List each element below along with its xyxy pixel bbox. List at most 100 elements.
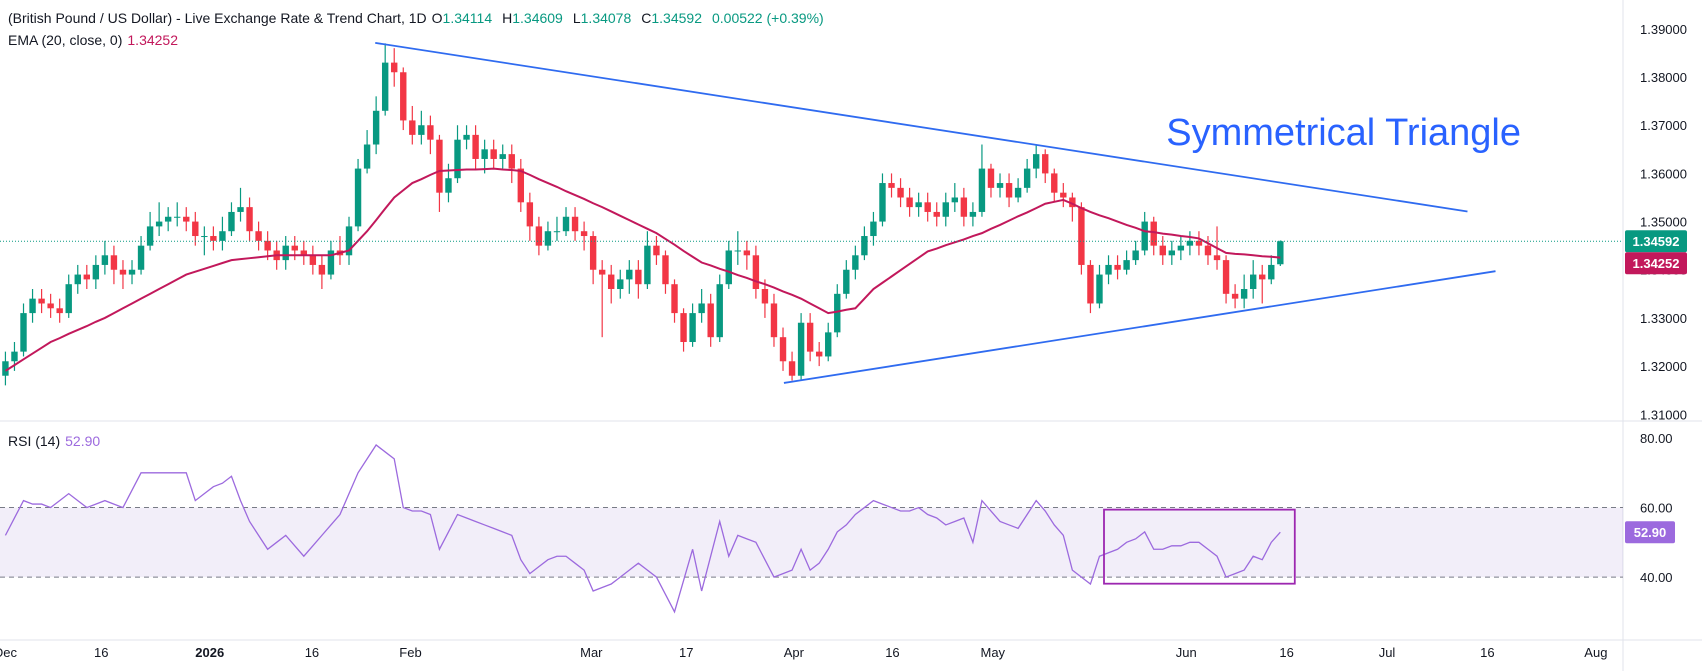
candle-body — [1087, 264, 1094, 304]
annotation: Symmetrical Triangle — [1166, 112, 1521, 154]
ema-value: 1.34252 — [127, 32, 178, 48]
candle-body — [1051, 173, 1058, 193]
price-legend: (British Pound / US Dollar) - Live Excha… — [8, 10, 829, 26]
candle-body — [562, 216, 570, 232]
candle-body — [608, 274, 615, 290]
candle-body — [716, 284, 723, 338]
y-tick-label: 1.31000 — [1640, 407, 1687, 422]
candle-body — [2, 361, 9, 376]
candle-body — [164, 216, 172, 222]
x-tick-label: Jun — [1176, 645, 1197, 660]
candle-body — [146, 226, 154, 246]
candle-body — [29, 298, 36, 314]
candle-body — [1096, 274, 1103, 304]
ohlc-value: 1.34592 — [651, 10, 702, 26]
candle-body — [897, 187, 904, 198]
candle-body — [1231, 293, 1239, 299]
candle-body — [879, 183, 886, 222]
candle-body — [960, 197, 968, 217]
candle-body — [1177, 245, 1185, 251]
x-tick-label: Apr — [784, 645, 805, 660]
candle-body — [499, 154, 506, 159]
ema-name: EMA (20, close, 0) — [8, 32, 123, 48]
candle-body — [391, 62, 398, 73]
x-tick-label: 16 — [885, 645, 899, 660]
rsi-name: RSI (14) — [8, 433, 61, 449]
candle-body — [137, 245, 145, 270]
candle-body — [951, 197, 959, 203]
y-tick-label: 60.00 — [1640, 501, 1673, 516]
x-tick-label: 2026 — [195, 645, 224, 660]
candle-body — [553, 231, 561, 233]
price-tag-label: 1.34592 — [1633, 234, 1680, 249]
candle-body — [445, 178, 452, 193]
candle-body — [1032, 154, 1040, 169]
trendline — [375, 41, 1468, 213]
candle-body — [309, 255, 317, 265]
ohlc-key: H — [502, 10, 513, 26]
candle-body — [635, 269, 642, 285]
candle-body — [210, 236, 217, 241]
candle-body — [83, 274, 91, 280]
candle-body — [806, 322, 814, 352]
candle-body — [996, 183, 1004, 188]
candle-body — [571, 216, 579, 232]
candle-body — [291, 245, 298, 251]
x-tick-label: 16 — [94, 645, 108, 660]
highlight-box — [1103, 508, 1296, 585]
candle-body — [535, 226, 543, 246]
candle-body — [1222, 260, 1230, 294]
candle-body — [617, 279, 624, 290]
candle-body — [598, 269, 606, 275]
candle-body — [174, 216, 181, 218]
candle-body — [852, 255, 859, 270]
candle-body — [11, 351, 18, 362]
ohlc: L1.34078 — [573, 10, 636, 26]
candle-body — [463, 134, 470, 140]
candle-body — [1014, 187, 1022, 198]
x-tick-label: May — [981, 645, 1006, 660]
candle-body — [65, 284, 72, 314]
candle-body — [490, 149, 497, 159]
ohlc-key: L — [572, 10, 581, 26]
candle-body — [1204, 245, 1212, 256]
y-tick-label: 1.33000 — [1640, 311, 1687, 326]
candle-body — [1105, 264, 1112, 275]
candle-body — [815, 351, 823, 357]
candle-body — [680, 313, 687, 343]
candle-body — [978, 168, 986, 212]
y-tick-label: 1.36000 — [1640, 166, 1687, 181]
candle-body — [698, 303, 705, 314]
rsi-tag-label: 52.90 — [1634, 525, 1667, 540]
candle-body — [372, 110, 380, 145]
ohlc: H1.34609 — [502, 10, 568, 26]
candle-body — [119, 269, 127, 275]
candle-body — [770, 303, 778, 338]
candle-body — [20, 313, 27, 352]
candle-body — [183, 216, 190, 222]
rsi-band — [0, 507, 1623, 578]
candle-body — [1150, 221, 1157, 246]
x-tick-label: Aug — [1584, 645, 1607, 660]
candle-body — [870, 221, 877, 237]
candle-body — [788, 361, 796, 376]
x-tick-label: Dec — [0, 645, 17, 660]
candle-body — [201, 236, 208, 238]
ohlc: O1.34114 — [432, 10, 497, 26]
candle-body — [1069, 197, 1076, 208]
candle-body — [580, 231, 588, 237]
ohlc-value: 1.34078 — [580, 10, 632, 26]
ohlc-value: 1.34114 — [442, 10, 493, 26]
candle-body — [662, 255, 669, 285]
rsi-tag — [1625, 521, 1675, 544]
candle-body — [237, 207, 244, 212]
candle-body — [906, 197, 913, 208]
price-tag — [1625, 230, 1687, 253]
candle-body — [653, 245, 660, 256]
candle-body — [38, 298, 45, 304]
ema-legend: EMA (20, close, 0) 1.34252 — [8, 32, 183, 48]
candle-body — [1123, 260, 1130, 270]
